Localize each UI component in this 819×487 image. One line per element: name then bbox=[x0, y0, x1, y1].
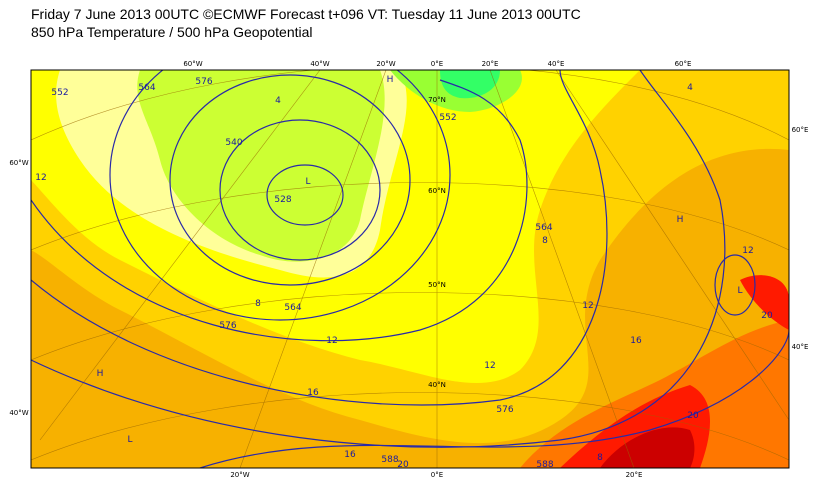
inner-latitude: 40°N bbox=[428, 381, 446, 389]
pressure-label: L bbox=[127, 435, 132, 445]
top-longitude: 40°E bbox=[548, 60, 565, 68]
temperature-label: 16 bbox=[630, 336, 642, 346]
contour-label: 576 bbox=[496, 405, 513, 415]
right-latitude: 60°E bbox=[792, 126, 809, 134]
temperature-label: 16 bbox=[344, 450, 356, 460]
temperature-label: 12 bbox=[582, 301, 593, 311]
temperature-label: 12 bbox=[742, 246, 753, 256]
contour-label: 528 bbox=[274, 195, 291, 205]
contour-label: 552 bbox=[439, 113, 456, 123]
temperature-label: 8 bbox=[255, 299, 261, 309]
contour-label: 576 bbox=[219, 321, 236, 331]
contour-label: 564 bbox=[535, 223, 552, 233]
contour-label: 552 bbox=[51, 88, 68, 98]
temperature-label: 4 bbox=[275, 96, 281, 106]
title: Friday 7 June 2013 00UTC ©ECMWF Forecast… bbox=[31, 6, 581, 22]
contour-label: 588 bbox=[536, 460, 553, 470]
map-frame bbox=[30, 69, 790, 469]
subtitle: 850 hPa Temperature / 500 hPa Geopotenti… bbox=[31, 24, 313, 40]
top-longitude: 40°W bbox=[310, 60, 329, 68]
top-longitude: 60°E bbox=[675, 60, 692, 68]
top-longitude: 0°E bbox=[431, 60, 443, 68]
top-longitude: 20°E bbox=[482, 60, 499, 68]
temperature-label: 20 bbox=[687, 411, 699, 421]
temperature-label: 4 bbox=[687, 83, 693, 93]
pressure-label: L bbox=[737, 286, 742, 296]
contours bbox=[31, 70, 789, 468]
bottom-longitude: 0°E bbox=[431, 471, 443, 479]
temperature-label: 16 bbox=[307, 388, 319, 398]
temperature-label: 20 bbox=[761, 311, 773, 321]
contour-label: 564 bbox=[138, 83, 155, 93]
temperature-label: 12 bbox=[326, 336, 337, 346]
top-longitude: 60°W bbox=[183, 60, 202, 68]
left-latitude: 40°W bbox=[9, 409, 28, 417]
pressure-label: H bbox=[387, 75, 394, 85]
bottom-longitude: 20°W bbox=[230, 471, 249, 479]
temperature-label: 12 bbox=[35, 173, 46, 183]
pressure-label: H bbox=[677, 215, 684, 225]
inner-latitude: 70°N bbox=[428, 96, 446, 104]
temperature-label: 8 bbox=[597, 453, 603, 463]
right-latitude: 40°E bbox=[792, 343, 809, 351]
bottom-longitude: 20°E bbox=[626, 471, 643, 479]
fields bbox=[31, 70, 789, 468]
left-latitude: 60°W bbox=[9, 159, 28, 167]
temperature-label: 8 bbox=[542, 236, 548, 246]
contour-label: 564 bbox=[284, 303, 301, 313]
contour-label: 576 bbox=[195, 77, 212, 87]
pressure-label: L bbox=[305, 177, 310, 187]
pressure-label: H bbox=[97, 369, 104, 379]
temperature-label: 12 bbox=[484, 361, 495, 371]
inner-latitude: 50°N bbox=[428, 281, 446, 289]
contour-label: 588 bbox=[381, 455, 398, 465]
inner-latitude: 60°N bbox=[428, 187, 446, 195]
top-longitude: 20°W bbox=[376, 60, 395, 68]
temperature-label: 20 bbox=[397, 460, 409, 470]
contour-label: 540 bbox=[225, 138, 242, 148]
